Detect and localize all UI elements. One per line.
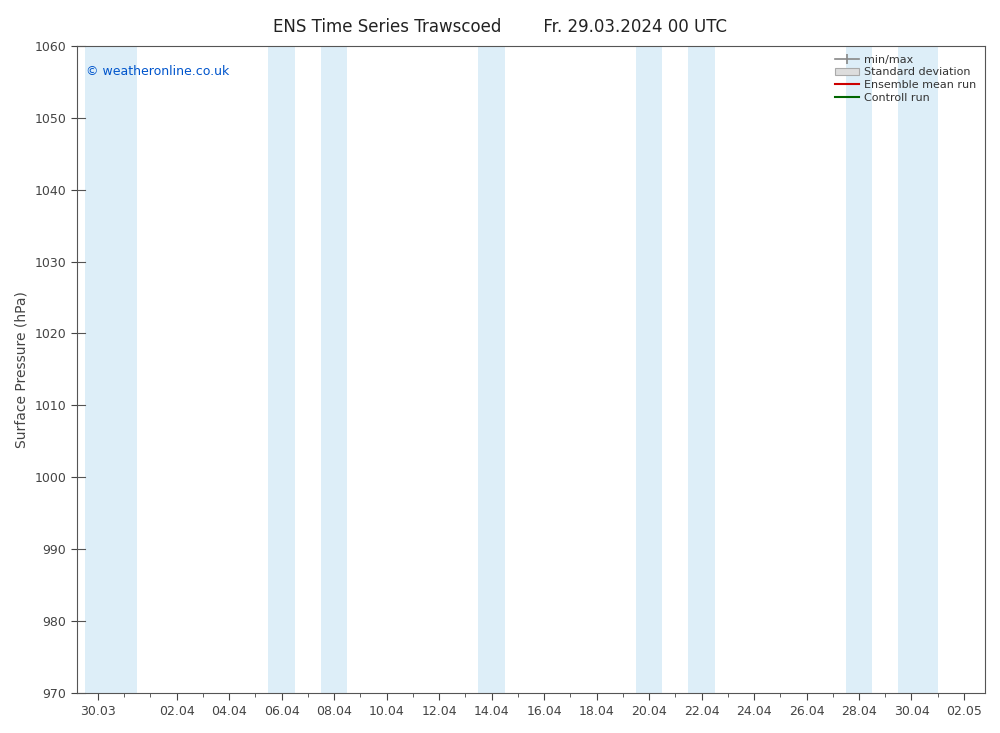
Bar: [846, 45, 872, 693]
Bar: [321, 45, 347, 693]
Text: © weatheronline.co.uk: © weatheronline.co.uk: [86, 65, 229, 78]
Bar: [268, 45, 295, 693]
Bar: [85, 45, 137, 693]
Text: ENS Time Series Trawscoed        Fr. 29.03.2024 00 UTC: ENS Time Series Trawscoed Fr. 29.03.2024…: [273, 18, 727, 37]
Bar: [636, 45, 662, 693]
Legend: min/max, Standard deviation, Ensemble mean run, Controll run: min/max, Standard deviation, Ensemble me…: [832, 51, 979, 106]
Bar: [478, 45, 505, 693]
Bar: [898, 45, 938, 693]
Bar: [688, 45, 715, 693]
Y-axis label: Surface Pressure (hPa): Surface Pressure (hPa): [15, 291, 29, 448]
